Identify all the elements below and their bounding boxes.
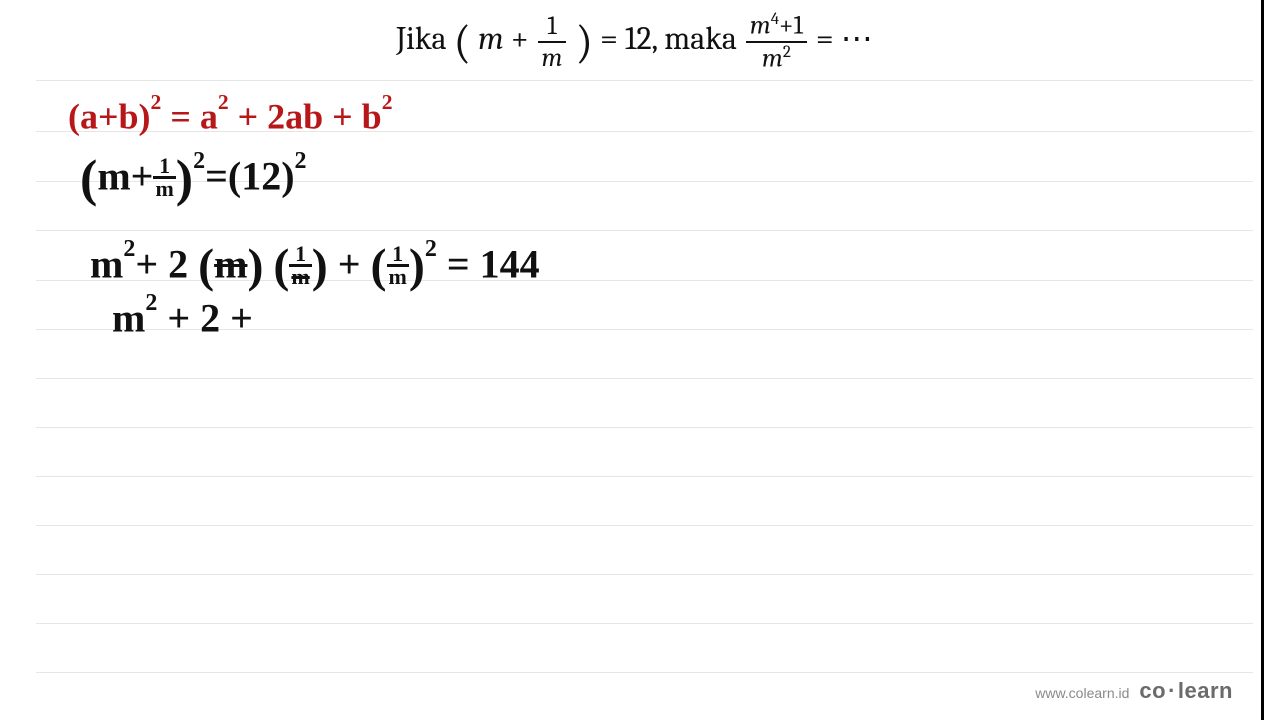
hw3-plus2: + 2 xyxy=(135,242,188,287)
paren-close: ) xyxy=(575,16,593,69)
frac2-den: m2 xyxy=(746,43,807,72)
page-canvas: Jika ( m + 1 m ) = 12, maka m4+1 m2 = ⋯ xyxy=(8,0,1264,720)
hw1-sup2: 2 xyxy=(218,90,229,114)
hand-line-3: m2+ 2 (m) (1m) + (1m)2 = 144 xyxy=(90,236,540,294)
hw3-eq144: = 144 xyxy=(447,242,540,287)
var-m: m xyxy=(478,20,504,57)
hw3-open2: ( xyxy=(273,240,289,293)
frac2-den-exp: 2 xyxy=(783,43,791,62)
rule-line xyxy=(36,427,1253,428)
hw2-open: ( xyxy=(80,151,97,208)
footer-url: www.colearn.id xyxy=(1035,685,1129,701)
hw3-frac3: 1m xyxy=(387,244,409,287)
eq-12: = 12, xyxy=(600,20,664,57)
frac2-num-exp: 4 xyxy=(771,10,779,29)
hw3-close3: ) xyxy=(409,240,425,293)
eq-dots: = ⋯ xyxy=(816,20,873,57)
frac-m4p1-over-m2: m4+1 m2 xyxy=(744,12,809,71)
rule-line xyxy=(36,623,1253,624)
rule-line xyxy=(36,378,1253,379)
hw3-plus: + xyxy=(338,242,371,287)
hw3-m: m xyxy=(90,242,123,287)
brand-dot: · xyxy=(1166,678,1178,703)
paren-open: ( xyxy=(454,16,472,69)
hand-line-2: (m+1m)2=(12)2 xyxy=(80,148,307,209)
hw2-frac: 1m xyxy=(153,156,175,199)
problem-statement: Jika ( m + 1 m ) = 12, maka m4+1 m2 = ⋯ xyxy=(8,12,1261,71)
hw1-p1: (a+b) xyxy=(68,96,151,136)
hw3-sup3: 2 xyxy=(425,236,437,262)
hw3-open3: ( xyxy=(371,240,387,293)
brand-learn: learn xyxy=(1178,678,1233,703)
hw4-rest: + 2 + xyxy=(167,296,253,341)
hw4-sup: 2 xyxy=(145,290,157,316)
frac-1-over-m: 1 m xyxy=(536,13,569,71)
rule-line xyxy=(36,80,1253,81)
footer-brand: co·learn xyxy=(1139,678,1233,704)
rule-line xyxy=(36,574,1253,575)
hw1-sup1: 2 xyxy=(151,90,162,114)
rule-line xyxy=(36,476,1253,477)
hw3-close1: ) xyxy=(247,240,263,293)
hw3-frac2: 1m xyxy=(289,244,311,287)
hw3-sup1: 2 xyxy=(123,236,135,262)
hw3-f3d: m xyxy=(387,267,409,287)
hw1-p3: + 2ab + b xyxy=(238,96,382,136)
hand-line-4: m2 + 2 + xyxy=(112,290,253,342)
rule-line xyxy=(36,230,1253,231)
frac2-den-m: m xyxy=(762,43,783,73)
hw4-m: m xyxy=(112,296,145,341)
rule-line xyxy=(36,672,1253,673)
hw3-strike-m: m xyxy=(214,242,247,287)
hw2-sup2: 2 xyxy=(295,148,307,174)
frac2-num-plus1: +1 xyxy=(779,11,803,41)
hw2-m: m+ xyxy=(97,154,153,199)
brand-co: co xyxy=(1139,678,1166,703)
frac2-num: m4+1 xyxy=(746,12,807,43)
hw2-close: ) xyxy=(176,151,193,208)
frac2-num-m: m xyxy=(750,11,771,41)
rule-line xyxy=(36,525,1253,526)
frac-num: 1 xyxy=(538,13,567,43)
frac-den: m xyxy=(538,43,567,71)
hw2-frac-d: m xyxy=(153,179,175,199)
hw2-eq: =(12) xyxy=(205,154,294,199)
footer: www.colearn.id co·learn xyxy=(1035,678,1233,704)
text-jika: Jika xyxy=(396,20,453,57)
hw2-sup1: 2 xyxy=(193,148,205,174)
hw1-sup3: 2 xyxy=(382,90,393,114)
hw3-open1: ( xyxy=(198,240,214,293)
plus: + xyxy=(511,20,536,57)
text-maka: maka xyxy=(664,20,744,57)
hw3-f2d: m xyxy=(289,267,311,287)
hw3-close2: ) xyxy=(312,240,328,293)
hw1-p2: = a xyxy=(170,96,218,136)
hand-line-1: (a+b)2 = a2 + 2ab + b2 xyxy=(68,90,393,137)
